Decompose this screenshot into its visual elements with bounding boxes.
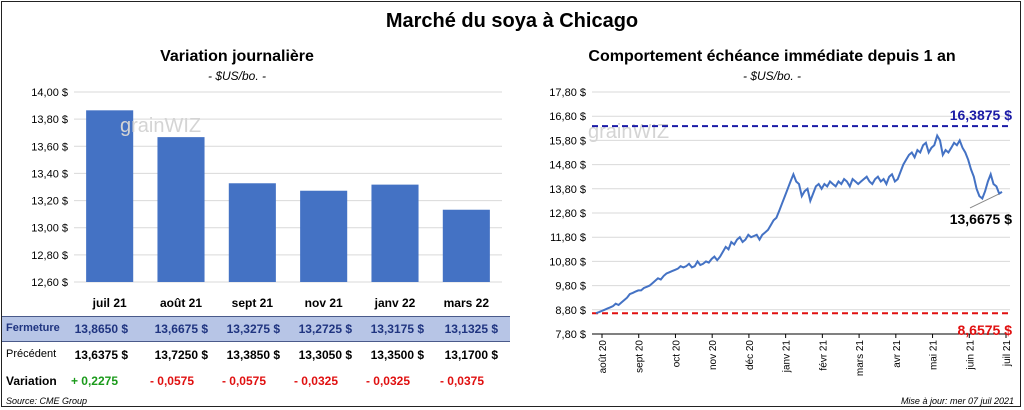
y-tick-label: 13,20 $ bbox=[31, 196, 68, 208]
x-tick-label: sept 20 bbox=[635, 340, 646, 373]
table-row-variation: Variation + 0,2275 - 0,0575 - 0,0575 - 0… bbox=[2, 369, 510, 393]
x-tick-label: mai 21 bbox=[929, 340, 940, 370]
table-cell: + 0,2275 bbox=[70, 374, 118, 388]
x-tick-label: nov 21 bbox=[305, 296, 343, 310]
table-cell: - 0,0575 bbox=[149, 374, 194, 388]
x-tick-label: déc 20 bbox=[745, 340, 756, 370]
bar bbox=[371, 184, 419, 282]
y-tick-label: 7,80 $ bbox=[555, 329, 586, 341]
table-cell: - 0,0375 bbox=[439, 374, 484, 388]
table-cell: 13,1700 $ bbox=[444, 348, 498, 362]
bar-chart: 12,60 $ 12,80 $ 13,00 $ 13,20 $ 13,40 $ 13,60… bbox=[31, 87, 502, 310]
low-label: 8,6575 $ bbox=[958, 322, 1013, 338]
left-chart-title: Variation journalière bbox=[160, 48, 314, 65]
right-chart-unit: - $US/bo. - bbox=[742, 69, 802, 83]
right-chart-title: Comportement échéance immédiate depuis 1… bbox=[588, 48, 956, 65]
left-chart-unit: - $US/bo. - bbox=[207, 69, 267, 83]
table-cell: 13,3050 $ bbox=[298, 348, 352, 362]
y-tick-label: 16,80 $ bbox=[549, 111, 586, 123]
x-tick-label: août 21 bbox=[160, 296, 202, 310]
watermark: grainWIZ bbox=[588, 121, 669, 143]
watermark: grainWIZ bbox=[120, 115, 201, 137]
bar bbox=[157, 137, 205, 282]
x-tick-label: oct 20 bbox=[671, 340, 682, 368]
bar bbox=[86, 110, 134, 282]
bar bbox=[228, 183, 276, 282]
table-cell: 13,6375 $ bbox=[74, 348, 128, 362]
table-cell: 13,3500 $ bbox=[370, 348, 424, 362]
x-tick-label: juin 21 bbox=[965, 340, 976, 371]
x-tick-label: janv 22 bbox=[374, 296, 416, 310]
x-tick-label: nov 20 bbox=[708, 340, 719, 370]
y-tick-label: 9,80 $ bbox=[555, 281, 586, 293]
table-cell: 13,3850 $ bbox=[226, 348, 280, 362]
x-tick-label: févr 21 bbox=[818, 340, 829, 371]
y-tick-label: 12,80 $ bbox=[549, 208, 586, 220]
last-value-pointer bbox=[969, 193, 1000, 209]
y-tick-label: 13,60 $ bbox=[31, 141, 68, 153]
table-cell: 13,6675 $ bbox=[154, 322, 208, 336]
bar bbox=[442, 209, 490, 282]
y-tick-label: 13,40 $ bbox=[31, 168, 68, 180]
bar bbox=[300, 190, 348, 282]
x-tick-label: juil 21 bbox=[92, 296, 127, 310]
y-tick-label: 13,80 $ bbox=[549, 184, 586, 196]
y-tick-label: 12,60 $ bbox=[31, 277, 68, 289]
y-tick-label: 14,00 $ bbox=[31, 87, 68, 99]
x-tick-label: avr 21 bbox=[892, 340, 903, 368]
y-tick-label: 11,80 $ bbox=[550, 232, 586, 244]
x-tick-label: mars 22 bbox=[444, 296, 490, 310]
x-tick-label: août 20 bbox=[598, 340, 609, 374]
source-note: Source: CME Group bbox=[6, 396, 88, 406]
row-label: Fermeture bbox=[6, 322, 60, 334]
table-row-precedent: Précédent 13,6375 $ 13,7250 $ 13,3850 $ … bbox=[2, 343, 510, 367]
high-label: 16,3875 $ bbox=[950, 107, 1012, 123]
table-cell: 13,8650 $ bbox=[74, 322, 128, 336]
y-tick-label: 10,80 $ bbox=[549, 256, 586, 268]
table-cell: 13,3275 $ bbox=[226, 322, 280, 336]
y-tick-label: 13,00 $ bbox=[31, 223, 68, 235]
y-tick-label: 15,80 $ bbox=[549, 135, 586, 147]
x-tick-label: mars 21 bbox=[855, 340, 866, 377]
table-cell: 13,3175 $ bbox=[370, 322, 424, 336]
y-tick-label: 13,80 $ bbox=[31, 114, 68, 126]
y-tick-label: 14,80 $ bbox=[549, 160, 586, 172]
series-line bbox=[595, 133, 1003, 315]
table-cell: 13,2725 $ bbox=[298, 322, 352, 336]
last-value-label: 13,6675 $ bbox=[950, 211, 1012, 227]
x-tick-label: juil 21 bbox=[1002, 340, 1013, 368]
table-row-fermeture: Fermeture 13,8650 $ 13,6675 $ 13,3275 $ … bbox=[2, 316, 510, 342]
x-tick-label: janv 21 bbox=[782, 340, 793, 374]
table-cell: 13,1325 $ bbox=[444, 322, 498, 336]
y-tick-label: 8,80 $ bbox=[555, 305, 586, 317]
row-label: Variation bbox=[6, 374, 57, 388]
table-cell: 13,7250 $ bbox=[154, 348, 208, 362]
line-chart: 7,80 $ 8,80 $ 9,80 $ 10,80 $ 11,80 $ 12,80 $ 1… bbox=[549, 87, 1013, 377]
row-label: Précédent bbox=[6, 348, 57, 360]
update-note: Mise à jour: mer 07 juil 2021 bbox=[900, 396, 1014, 406]
table-cell: - 0,0325 bbox=[365, 374, 410, 388]
y-tick-label: 12,80 $ bbox=[31, 250, 68, 262]
x-tick-label: sept 21 bbox=[232, 296, 274, 310]
table-cell: - 0,0575 bbox=[221, 374, 266, 388]
table-cell: - 0,0325 bbox=[293, 374, 338, 388]
y-tick-label: 17,80 $ bbox=[549, 87, 586, 99]
page-title: Marché du soya à Chicago bbox=[385, 10, 639, 32]
